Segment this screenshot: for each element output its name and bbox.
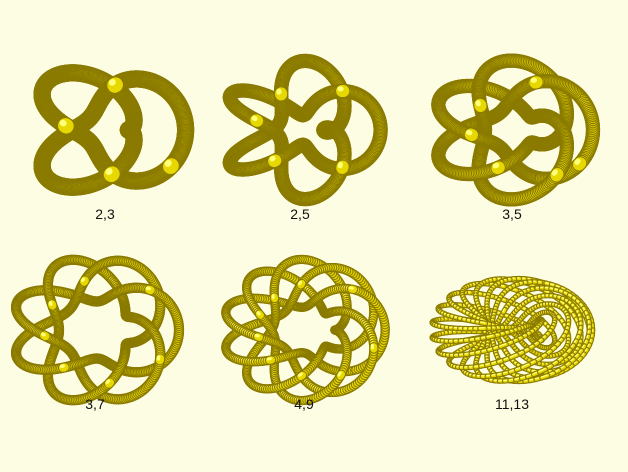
knot-tube: [431, 53, 601, 207]
knot-tube: [222, 53, 388, 207]
knot-label-3-7: 3,7: [85, 396, 105, 412]
torus-knot-2-3-render: [33, 64, 195, 196]
knot-tube: [10, 254, 185, 406]
knot-tube: [429, 275, 596, 385]
knot-tube: [221, 254, 390, 406]
knot-label-11-13: 11,13: [495, 396, 529, 412]
torus-knot-11-13-render: [429, 275, 596, 385]
torus-knot-3-5-render: [431, 53, 601, 207]
knot-cell-3-7: 3,7: [0, 240, 190, 460]
knot-label-3-5: 3,5: [502, 206, 522, 222]
knot-cell-2-5: 2,5: [205, 40, 395, 260]
knot-label-4-9: 4,9: [294, 396, 314, 412]
torus-knot-2-5-render: [222, 53, 388, 207]
knot-tube: [33, 64, 195, 196]
knot-cell-2-3: 2,3: [10, 40, 200, 260]
knot-label-2-5: 2,5: [290, 206, 310, 222]
knot-cell-3-5: 3,5: [417, 40, 607, 260]
knot-cell-4-9: 4,9: [209, 240, 399, 460]
torus-knot-4-9-render: [221, 254, 390, 406]
knot-label-2-3: 2,3: [95, 206, 115, 222]
knot-cell-11-13: 11,13: [417, 240, 607, 460]
torus-knot-3-7-render: [10, 254, 185, 406]
